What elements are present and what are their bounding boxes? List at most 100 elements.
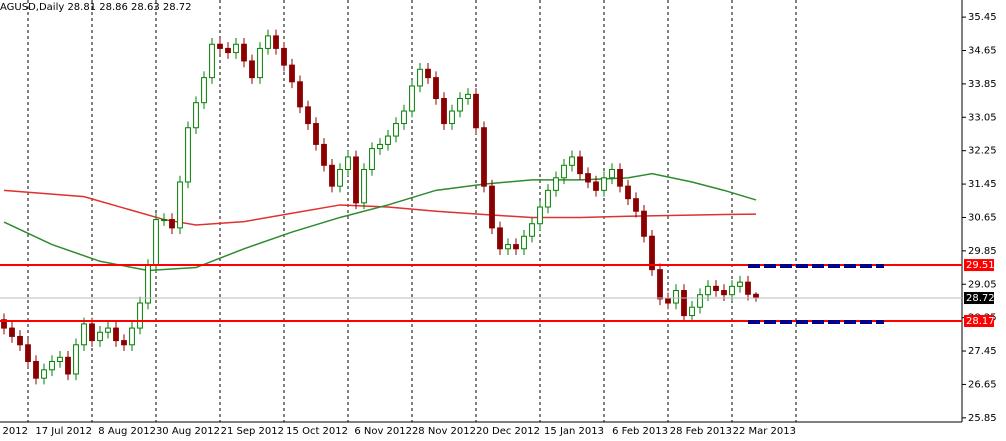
x-tick-label: 28 Nov 2012 <box>412 426 476 437</box>
candle-body <box>105 327 111 333</box>
candle-body <box>449 110 455 125</box>
x-tick-label: 15 Oct 2012 <box>286 426 348 437</box>
candle-body <box>585 173 591 183</box>
candle-body <box>457 98 463 112</box>
candle-body <box>257 47 263 79</box>
x-tick-label: 6 Feb 2013 <box>612 426 668 437</box>
candle-body <box>425 68 431 79</box>
candle-body <box>137 302 143 329</box>
y-tick-label: 29.05 <box>968 279 997 290</box>
candle-body <box>177 181 183 229</box>
candle-body <box>601 177 607 191</box>
candle-body <box>625 185 631 200</box>
candle-body <box>209 43 215 79</box>
candle-body <box>337 168 343 187</box>
y-tick-label: 29.85 <box>968 246 997 257</box>
candle-body <box>145 264 151 304</box>
candle-body <box>753 293 759 299</box>
candle-body <box>329 164 335 187</box>
candle-body <box>121 340 127 346</box>
candle-body <box>241 43 247 62</box>
level-label: 28.17 <box>966 316 995 327</box>
y-tick-label: 32.25 <box>968 146 997 157</box>
candle-body <box>513 244 519 250</box>
candle-body <box>265 35 271 49</box>
candle-body <box>633 198 639 212</box>
candle-body <box>25 344 31 362</box>
candle-body <box>697 294 703 308</box>
x-tick-label: un 2012 <box>0 426 28 437</box>
candle-body <box>593 181 599 191</box>
candle-body <box>361 168 367 204</box>
candle-body <box>393 123 399 137</box>
candle-body <box>57 356 63 362</box>
candle-body <box>97 331 103 342</box>
y-tick-label: 31.45 <box>968 179 997 190</box>
x-tick-label: 6 Nov 2012 <box>354 426 412 437</box>
candle-body <box>617 168 623 187</box>
x-tick-label: 30 Aug 2012 <box>156 426 220 437</box>
candle-body <box>321 143 327 166</box>
candle-body <box>233 43 239 54</box>
candle-body <box>113 327 119 342</box>
candle-body <box>89 323 95 342</box>
candle-body <box>609 168 615 179</box>
candle-body <box>289 64 295 83</box>
x-tick-label: 21 Sep 2012 <box>221 426 284 437</box>
candle-body <box>721 290 727 296</box>
candle-body <box>649 235 655 271</box>
candle-body <box>673 290 679 304</box>
candle-body <box>641 210 647 237</box>
candle-body <box>689 306 695 317</box>
candle-body <box>657 269 663 300</box>
candle-body <box>545 189 551 208</box>
candle-body <box>385 135 391 145</box>
candle-body <box>521 235 527 250</box>
y-tick-label: 27.45 <box>968 346 997 357</box>
last-price-box <box>964 292 994 305</box>
y-tick-label: 33.85 <box>968 79 997 90</box>
candle-body <box>129 327 135 346</box>
candle-body <box>401 110 407 125</box>
candle-body <box>377 143 383 150</box>
candle-body <box>353 156 359 204</box>
candle-body <box>505 244 511 250</box>
level-box <box>964 259 994 272</box>
candle-body <box>281 47 287 66</box>
last-price-label: 28.72 <box>966 293 995 304</box>
candle-body <box>201 77 207 104</box>
candle-body <box>529 223 535 237</box>
candle-body <box>297 81 303 108</box>
candle-body <box>81 323 87 346</box>
y-tick-label: 35.45 <box>968 12 997 23</box>
candle-body <box>481 127 487 187</box>
candle-body <box>185 127 191 183</box>
candle-body <box>553 177 559 191</box>
candle-body <box>217 43 223 49</box>
candle-body <box>473 93 479 129</box>
candle-body <box>369 148 375 170</box>
candle-body <box>193 102 199 129</box>
candle-body <box>73 344 79 375</box>
candle-body <box>345 156 351 170</box>
candle-body <box>713 285 719 292</box>
candle-body <box>1 319 7 329</box>
candle-body <box>17 335 23 346</box>
candle-body <box>705 285 711 296</box>
y-tick-label: 26.65 <box>968 379 997 390</box>
candle-body <box>737 281 743 287</box>
x-tick-label: 20 Dec 2012 <box>476 426 540 437</box>
x-tick-label: 17 Jul 2012 <box>35 426 92 437</box>
candle-body <box>537 206 543 225</box>
x-tick-label: 28 Feb 2013 <box>670 426 732 437</box>
candle-body <box>561 164 567 179</box>
candle-body <box>489 185 495 229</box>
level-box <box>964 314 994 327</box>
x-tick-label: 22 Mar 2013 <box>733 426 796 437</box>
x-tick-label: 15 Jan 2013 <box>544 426 604 437</box>
candle-body <box>577 156 583 175</box>
candle-body <box>9 327 15 337</box>
candle-body <box>441 98 447 125</box>
candle-body <box>433 77 439 100</box>
candle-body <box>161 219 167 222</box>
